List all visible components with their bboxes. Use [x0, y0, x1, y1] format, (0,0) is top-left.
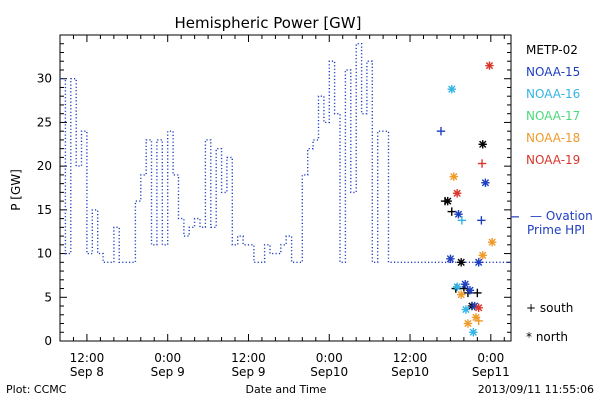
- north-point: [481, 178, 490, 187]
- x-tick-time: 12:00: [231, 351, 266, 365]
- north-point: [456, 258, 466, 267]
- satellite-points: [436, 61, 497, 337]
- north-point: [452, 282, 462, 291]
- legend: METP-02 NOAA-15 NOAA-16 NOAA-17 NOAA-18 NOAA-…: [526, 43, 580, 167]
- y-tick-label: 25: [37, 115, 52, 129]
- north-point: [461, 279, 470, 289]
- y-tick-label: 30: [37, 72, 52, 86]
- north-point: [446, 254, 455, 264]
- north-point: [474, 303, 483, 312]
- north-point: [485, 61, 494, 70]
- chart-title: Hemispheric Power [GW]: [175, 14, 362, 32]
- y-axis: 0 5 10 15 20 25 30: [37, 43, 511, 348]
- north-point: [452, 189, 462, 198]
- south-point: [436, 126, 446, 136]
- x-tick-time: 0:00: [154, 351, 181, 365]
- x-tick-date: Sep 9: [231, 365, 265, 379]
- south-point: [473, 288, 482, 298]
- x-tick-date: Sep10: [391, 365, 429, 379]
- y-axis-label: P [GW]: [9, 169, 23, 211]
- plot-credit: Plot: CCMC: [6, 383, 67, 396]
- legend-north-marker: * north: [526, 330, 568, 344]
- y-tick-label: 0: [44, 334, 52, 348]
- x-tick-date: Sep10: [310, 365, 348, 379]
- legend-entry: NOAA-19: [526, 153, 580, 167]
- y-tick-label: 20: [37, 159, 52, 173]
- x-tick-date: Sep 8: [70, 365, 104, 379]
- south-point: [477, 216, 486, 225]
- north-point: [487, 238, 497, 247]
- x-tick-date: Sep 9: [151, 365, 185, 379]
- x-tick-time: 0:00: [316, 351, 343, 365]
- ovation-label-line1: — Ovation: [530, 209, 593, 223]
- north-point: [461, 305, 471, 314]
- y-tick-label: 5: [44, 290, 52, 304]
- north-point: [454, 210, 463, 219]
- north-point: [456, 290, 466, 299]
- x-axis-label: Date and Time: [246, 383, 327, 396]
- ovation-label-line2: Prime HPI: [527, 223, 585, 237]
- north-point: [478, 140, 487, 149]
- north-point: [443, 196, 452, 206]
- plot-timestamp: 2013/09/11 11:55:06: [478, 383, 594, 396]
- x-tick-time: 12:00: [393, 351, 428, 365]
- south-point: [457, 216, 467, 225]
- legend-south-marker: + south: [526, 301, 573, 315]
- north-point: [469, 328, 478, 337]
- south-point: [447, 207, 456, 216]
- legend-entry: NOAA-15: [526, 65, 580, 79]
- x-tick-time: 0:00: [477, 351, 504, 365]
- y-tick-label: 10: [37, 247, 52, 261]
- south-point: [477, 159, 487, 168]
- plot-frame: [59, 34, 512, 342]
- legend-entry: NOAA-16: [526, 87, 580, 101]
- legend-entry: NOAA-17: [526, 109, 580, 123]
- x-tick-time: 12:00: [70, 351, 105, 365]
- north-point: [463, 319, 473, 328]
- y-tick-label: 15: [37, 203, 52, 217]
- legend-entry: METP-02: [526, 43, 578, 57]
- ovation-series-line: [60, 43, 511, 263]
- south-point: [474, 316, 483, 326]
- north-point: [474, 258, 483, 267]
- north-point: [449, 172, 458, 181]
- north-point: [478, 251, 487, 260]
- x-tick-date: Sep11: [472, 365, 510, 379]
- legend-entry: NOAA-18: [526, 131, 580, 145]
- north-point: [465, 286, 475, 295]
- north-point: [447, 85, 456, 94]
